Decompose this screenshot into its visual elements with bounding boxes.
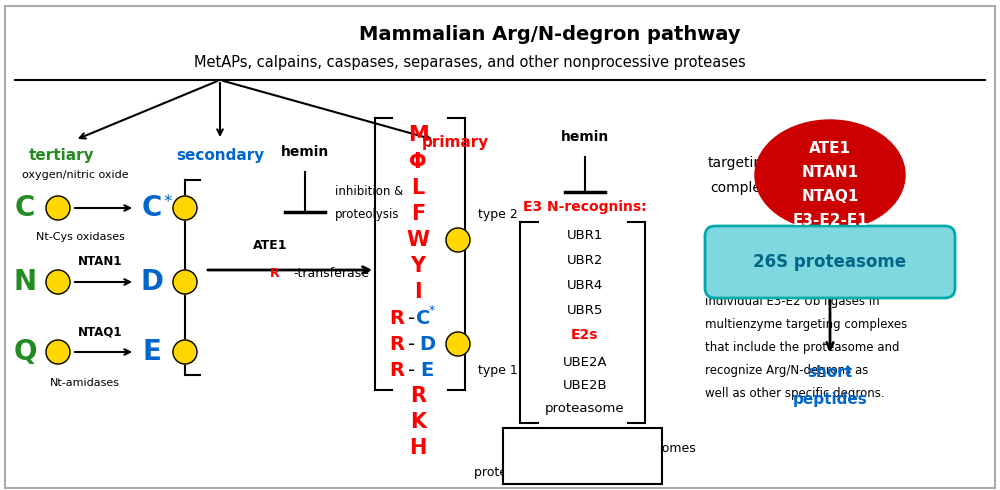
Text: well as other specific degrons.: well as other specific degrons. (705, 387, 885, 400)
Text: inhibition &: inhibition & (335, 185, 403, 198)
Text: p62: p62 (512, 441, 538, 455)
Text: Φ: Φ (409, 152, 427, 172)
Text: Nt-Cys oxidases: Nt-Cys oxidases (36, 232, 124, 242)
Text: K: K (410, 412, 426, 432)
Text: R: R (390, 361, 404, 379)
Text: UBR2: UBR2 (567, 253, 603, 267)
Text: ATE1: ATE1 (253, 239, 287, 252)
Text: *: * (164, 193, 172, 211)
Text: proteolysis in lysosomes: proteolysis in lysosomes (474, 466, 626, 479)
Text: C: C (416, 309, 430, 327)
Text: D: D (140, 268, 164, 296)
Text: 26S proteasome: 26S proteasome (753, 253, 907, 271)
Text: MetAPs, calpains, caspases, separases, and other nonprocessive proteases: MetAPs, calpains, caspases, separases, a… (194, 55, 746, 70)
Text: E: E (420, 361, 434, 379)
Text: UBE2B: UBE2B (563, 378, 607, 392)
Text: -transferase: -transferase (293, 267, 369, 280)
Text: UBR5: UBR5 (567, 303, 603, 317)
Circle shape (173, 340, 197, 364)
Text: type 1: type 1 (478, 364, 518, 376)
Circle shape (46, 196, 70, 220)
Text: Nt-amidases: Nt-amidases (50, 378, 120, 388)
Text: complex: complex (711, 181, 769, 195)
Text: tertiary: tertiary (29, 148, 95, 163)
Circle shape (446, 228, 470, 252)
Text: UBR1: UBR1 (567, 228, 603, 242)
Text: -: - (408, 309, 416, 327)
Text: NTAQ1: NTAQ1 (78, 325, 122, 338)
Text: -: - (408, 335, 416, 353)
Text: UBR4: UBR4 (567, 278, 603, 292)
Text: recognize Arg/N-degrons as: recognize Arg/N-degrons as (705, 364, 868, 377)
Text: primary: primary (421, 135, 489, 150)
Text: E2s: E2s (571, 328, 599, 342)
Text: NTAN1: NTAN1 (78, 255, 122, 268)
Text: H: H (409, 438, 427, 458)
Text: D: D (419, 335, 435, 353)
Text: E: E (143, 338, 161, 366)
Circle shape (173, 196, 197, 220)
Text: M: M (408, 125, 428, 145)
Text: Mammalian Arg/N-degron pathway: Mammalian Arg/N-degron pathway (359, 25, 741, 44)
Text: C: C (15, 194, 35, 222)
Text: proteasome: proteasome (545, 401, 625, 415)
Text: I: I (414, 282, 422, 302)
Text: E3-E2-E1: E3-E2-E1 (792, 213, 868, 227)
Text: individual E3-E2 Ub ligases in: individual E3-E2 Ub ligases in (705, 295, 880, 308)
Text: hemin: hemin (561, 130, 609, 144)
Text: R: R (270, 267, 280, 280)
Text: type 2: type 2 (478, 207, 518, 220)
Circle shape (46, 340, 70, 364)
Text: that include the proteasome and: that include the proteasome and (705, 341, 900, 354)
Text: F: F (411, 204, 425, 224)
Text: hemin: hemin (281, 145, 329, 159)
FancyBboxPatch shape (503, 428, 662, 484)
Text: peptides: peptides (793, 392, 867, 407)
Text: E3 N-recognins:: E3 N-recognins: (523, 200, 647, 214)
Text: -: - (408, 361, 416, 379)
Text: multienzyme targeting complexes: multienzyme targeting complexes (705, 318, 907, 331)
Text: NTAQ1: NTAQ1 (801, 189, 859, 203)
Text: Y: Y (410, 256, 426, 276)
FancyBboxPatch shape (705, 226, 955, 298)
Text: C: C (142, 194, 162, 222)
Text: short: short (807, 365, 853, 380)
Text: *: * (429, 303, 435, 317)
Circle shape (173, 270, 197, 294)
Text: proteolysis: proteolysis (335, 208, 400, 221)
Text: N: N (13, 268, 37, 296)
Text: L: L (411, 178, 425, 198)
Circle shape (446, 332, 470, 356)
Ellipse shape (755, 120, 905, 230)
Text: autophagosomes: autophagosomes (588, 441, 696, 455)
Text: oxygen/nitric oxide: oxygen/nitric oxide (22, 170, 128, 180)
Text: R: R (390, 335, 404, 353)
Text: NTAN1: NTAN1 (801, 165, 859, 179)
Text: R: R (410, 386, 426, 406)
Circle shape (46, 270, 70, 294)
Text: Q: Q (13, 338, 37, 366)
Text: secondary: secondary (176, 148, 264, 163)
Text: R: R (390, 309, 404, 327)
Text: UBE2A: UBE2A (563, 356, 607, 368)
Text: ATE1: ATE1 (809, 141, 851, 155)
Text: W: W (406, 230, 430, 250)
Text: targeting: targeting (708, 156, 772, 170)
